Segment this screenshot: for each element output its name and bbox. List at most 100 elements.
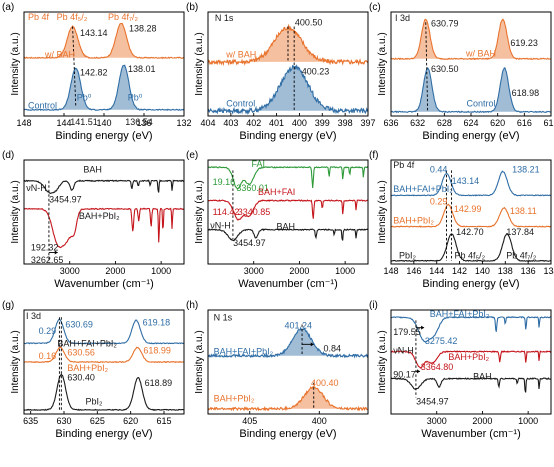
annotation-b-4: Control <box>226 99 255 109</box>
x-axis-label-b: Binding energy (eV) <box>239 130 336 142</box>
x-tick-label-b-6: 398 <box>338 118 353 128</box>
x-tick-label-b-5: 399 <box>315 118 330 128</box>
annotation-h-5: BAH+PbI₂ <box>214 393 255 403</box>
annotation-a-12: 136.54 <box>125 117 153 127</box>
x-tick-label-c-4: 620 <box>490 118 505 128</box>
series-line-e-0 <box>208 165 368 190</box>
arrow-head-d-0 <box>54 250 58 255</box>
plot-frame-e <box>207 159 369 265</box>
x-tick-label-b-7: 397 <box>360 118 375 128</box>
panel-f: 148 146 144 142 140 138 136 134 Binding energy (… <box>369 150 554 290</box>
y-axis-label-e: Intensity (a.u.) <box>194 180 205 243</box>
x-tick-label-g-3: 620 <box>123 416 138 426</box>
annotation-f-13: Pb 4f₇/₂ <box>506 251 537 261</box>
series-line-g-2 <box>24 373 184 412</box>
x-tick-label-g-4: 615 <box>156 416 171 426</box>
panel-label-f: (f) <box>369 150 378 161</box>
series-fill-h-0 <box>208 328 368 357</box>
panel-d: 3000 2000 1000 Wavenumber (cm⁻¹) Intensity (… <box>2 150 185 290</box>
x-tick-label-d-1: 2000 <box>105 266 125 276</box>
annotation-d-5: 3262.65 <box>31 255 64 265</box>
x-tick-label-b-0: 404 <box>200 118 215 128</box>
x-axis-label-e: Wavenumber (cm⁻¹) <box>238 278 338 290</box>
y-axis-label-g: Intensity (a.u.) <box>10 330 21 393</box>
annotation-e-2: 3360.01 <box>236 183 269 193</box>
x-tick-label-i-0: 3000 <box>427 416 447 426</box>
annotation-a-7: 138.01 <box>128 64 156 74</box>
series-line-f-1 <box>391 203 551 228</box>
x-tick-label-f-6: 136 <box>521 266 536 276</box>
x-tick-label-f-5: 138 <box>498 266 513 276</box>
series-line-b-1 <box>208 64 368 116</box>
x-tick-label-f-3: 142 <box>452 266 467 276</box>
annotation-a-4: 138.28 <box>129 24 157 34</box>
x-tick-label-a-0: 148 <box>16 118 31 128</box>
series-line-g-1 <box>24 346 184 364</box>
y-axis-label-c: Intensity (a.u.) <box>377 32 388 95</box>
series-line-a-1 <box>24 64 184 112</box>
annotation-c-5: 618.98 <box>512 88 540 98</box>
annotation-i-3: νN-H <box>393 346 414 356</box>
panel-label-g: (g) <box>2 300 14 311</box>
annotation-g-2: 630.69 <box>65 320 93 330</box>
annotation-f-7: 138.11 <box>510 206 537 216</box>
plot-frame-d <box>23 159 185 265</box>
series-line-h-0 <box>208 326 368 359</box>
x-tick-label-a-2: 140 <box>96 118 111 128</box>
annotation-c-3: w/ BAH <box>465 49 496 59</box>
annotation-e-8: 3454.97 <box>233 238 266 248</box>
x-tick-label-h-1: 400 <box>312 416 327 426</box>
annotation-c-1: 630.79 <box>431 18 459 28</box>
x-tick-label-f-7: 134 <box>543 266 554 276</box>
series-fill-c-0 <box>391 19 551 60</box>
arrow-head-h-0 <box>310 342 314 347</box>
y-axis-label-f: Intensity (a.u.) <box>377 180 388 243</box>
x-tick-label-h-0: 405 <box>242 416 257 426</box>
x-tick-label-i-1: 2000 <box>472 416 492 426</box>
panel-label-d: (d) <box>2 150 14 161</box>
x-tick-label-b-2: 402 <box>246 118 261 128</box>
x-tick-label-f-1: 146 <box>406 266 421 276</box>
x-tick-label-i-2: 1000 <box>518 416 538 426</box>
x-tick-label-b-4: 400 <box>292 118 307 128</box>
x-axis-label-d: Wavenumber (cm⁻¹) <box>54 278 154 290</box>
x-tick-label-g-2: 625 <box>90 416 105 426</box>
plot-frame-b <box>207 11 369 117</box>
series-line-e-2 <box>208 228 368 242</box>
y-axis-label-a: Intensity (a.u.) <box>10 32 21 95</box>
annotation-i-6: 90.17 <box>393 369 416 379</box>
x-tick-label-f-4: 140 <box>475 266 490 276</box>
annotation-h-2: 0.84 <box>323 343 341 353</box>
plot-frame-h <box>207 309 369 415</box>
annotation-f-5: 0.29 <box>430 197 448 207</box>
x-tick-label-a-1: 144 <box>56 118 71 128</box>
annotation-i-2: 3275.42 <box>425 336 458 346</box>
annotation-g-1: 0.29 <box>39 326 57 336</box>
y-axis-label-d: Intensity (a.u.) <box>10 180 21 243</box>
arrow-head-i-0 <box>421 325 425 330</box>
plot-frame-i <box>390 309 552 415</box>
series-line-f-2 <box>391 232 551 263</box>
series-fill-c-1 <box>391 67 551 113</box>
annotation-e-5: 3340.85 <box>238 207 271 217</box>
annotation-d-3: BAH+PbI₂ <box>79 211 120 221</box>
annotation-b-3: 400.23 <box>302 66 330 76</box>
panel-c: 636 632 628 624 620 616 612 Binding energy (eV)… <box>369 2 554 142</box>
dash-line-c-0 <box>425 22 429 112</box>
annotation-i-4: BAH+PbI₂ <box>448 352 489 362</box>
annotation-a-8: Control <box>28 101 57 111</box>
annotation-h-0: N 1s <box>214 312 233 322</box>
x-tick-label-b-1: 403 <box>223 118 238 128</box>
series-line-i-1 <box>391 350 551 369</box>
annotation-d-1: νN-H <box>26 183 46 193</box>
x-tick-label-e-0: 3000 <box>244 266 264 276</box>
x-axis-label-a: Binding energy (eV) <box>55 130 152 142</box>
x-tick-label-e-2: 1000 <box>335 266 355 276</box>
panel-label-b: (b) <box>186 2 198 13</box>
panel-label-i: (i) <box>369 300 378 311</box>
annotation-g-11: PbI₂ <box>85 397 103 407</box>
annotation-a-11: 141.51 <box>70 117 98 127</box>
x-tick-label-f-0: 148 <box>383 266 398 276</box>
plot-frame-f <box>390 159 552 265</box>
annotation-i-5: 3364.80 <box>421 362 454 372</box>
